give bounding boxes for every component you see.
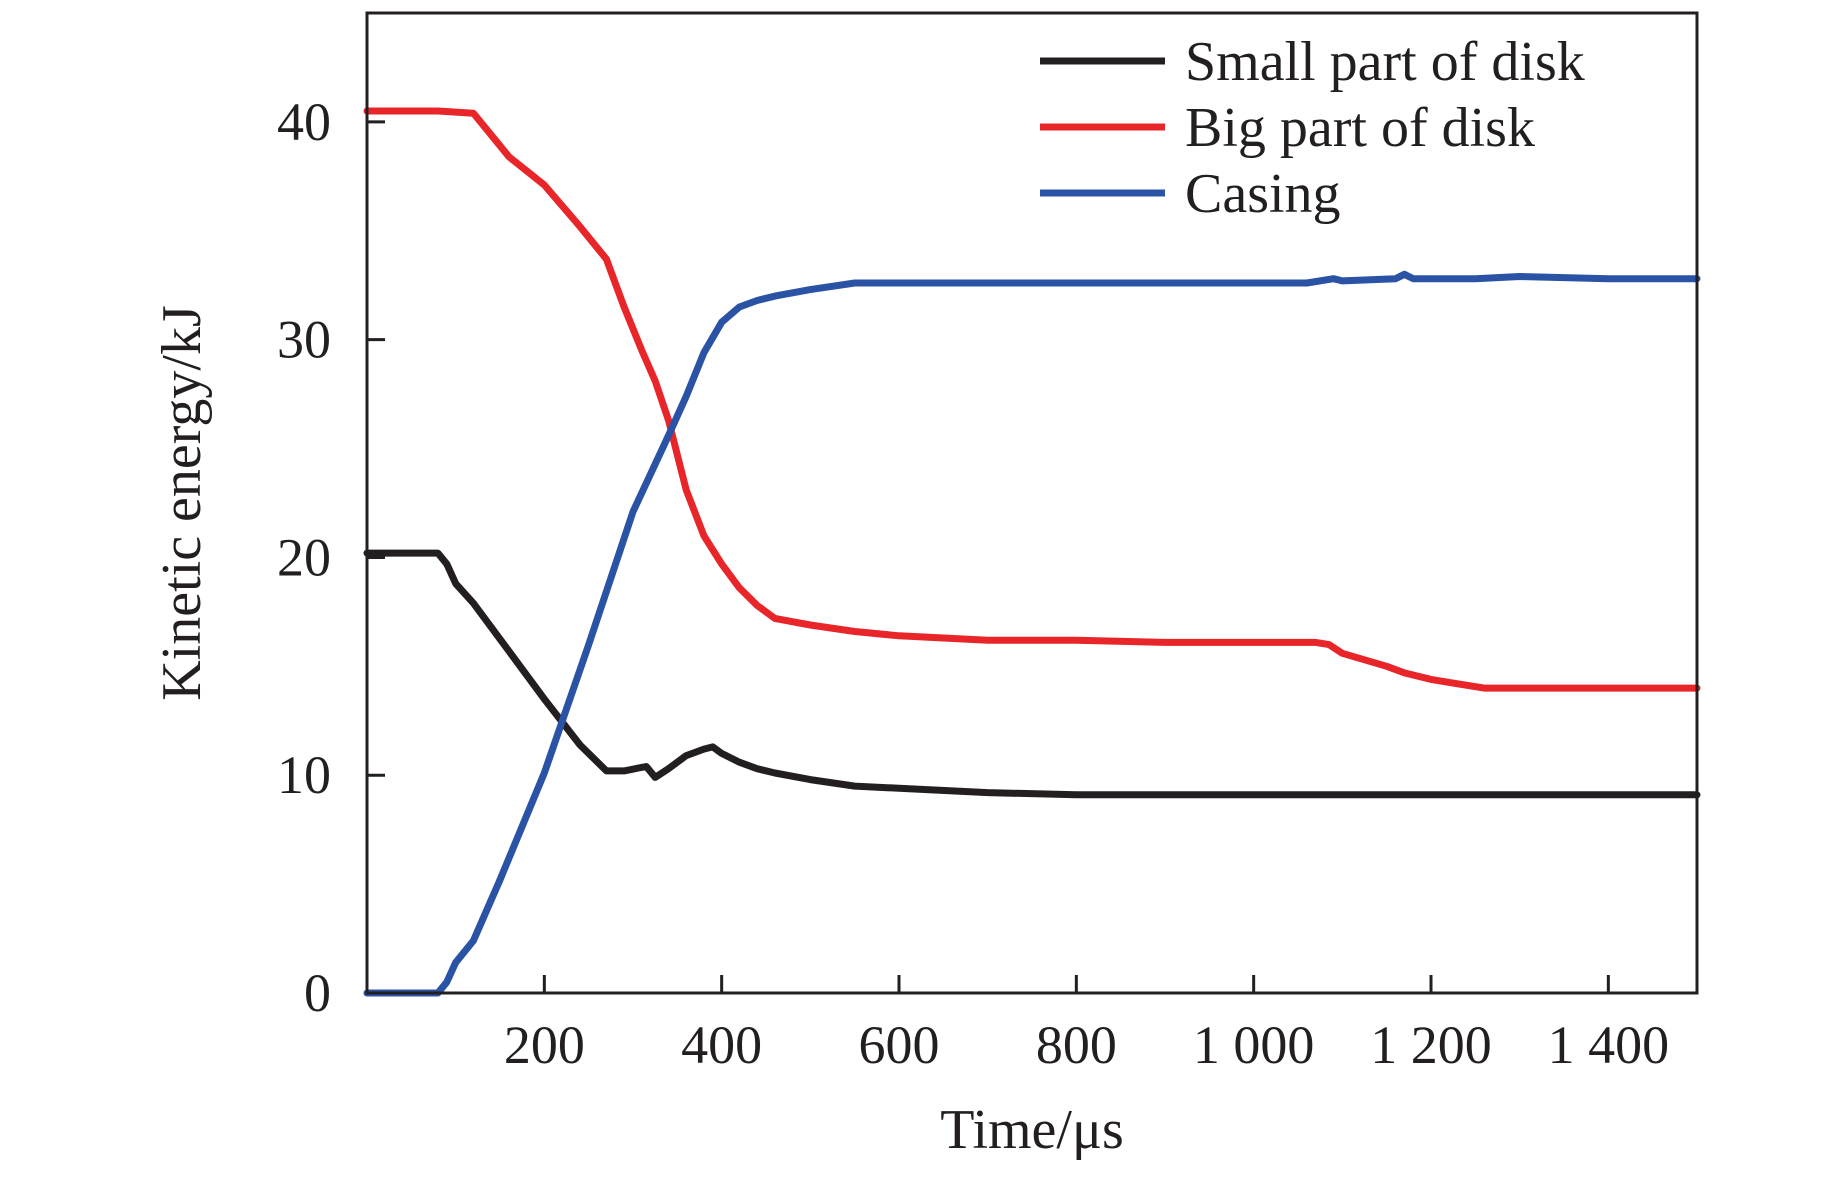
x-tick-label: 1 400 bbox=[1548, 1015, 1670, 1075]
y-axis: 0 10 20 30 40 bbox=[277, 92, 385, 1023]
x-axis: 200 400 600 800 1 000 1 200 1 400 bbox=[504, 975, 1669, 1075]
x-tick-label: 800 bbox=[1036, 1015, 1117, 1075]
legend-label: Casing bbox=[1185, 163, 1341, 225]
y-tick-label: 30 bbox=[277, 310, 331, 370]
y-tick-label: 40 bbox=[277, 92, 331, 152]
x-axis-label: Time/μs bbox=[940, 1099, 1124, 1161]
series-layer bbox=[363, 107, 1701, 997]
y-tick-label: 10 bbox=[277, 745, 331, 805]
series-line-2 bbox=[363, 107, 1701, 692]
legend-label: Big part of disk bbox=[1185, 97, 1535, 159]
series-line-1 bbox=[363, 549, 1701, 799]
y-tick-label: 20 bbox=[277, 527, 331, 587]
x-tick-label: 200 bbox=[504, 1015, 585, 1075]
legend-label: Small part of disk bbox=[1185, 31, 1585, 93]
x-tick-label: 400 bbox=[681, 1015, 762, 1075]
series-line-3 bbox=[363, 270, 1701, 997]
y-axis-label: Kinetic energy/kJ bbox=[151, 305, 213, 701]
x-tick-label: 600 bbox=[859, 1015, 940, 1075]
x-tick-label: 1 000 bbox=[1193, 1015, 1315, 1075]
y-tick-label: 0 bbox=[304, 963, 331, 1023]
x-tick-label: 1 200 bbox=[1370, 1015, 1492, 1075]
plot-area-frame bbox=[365, 11, 1699, 995]
